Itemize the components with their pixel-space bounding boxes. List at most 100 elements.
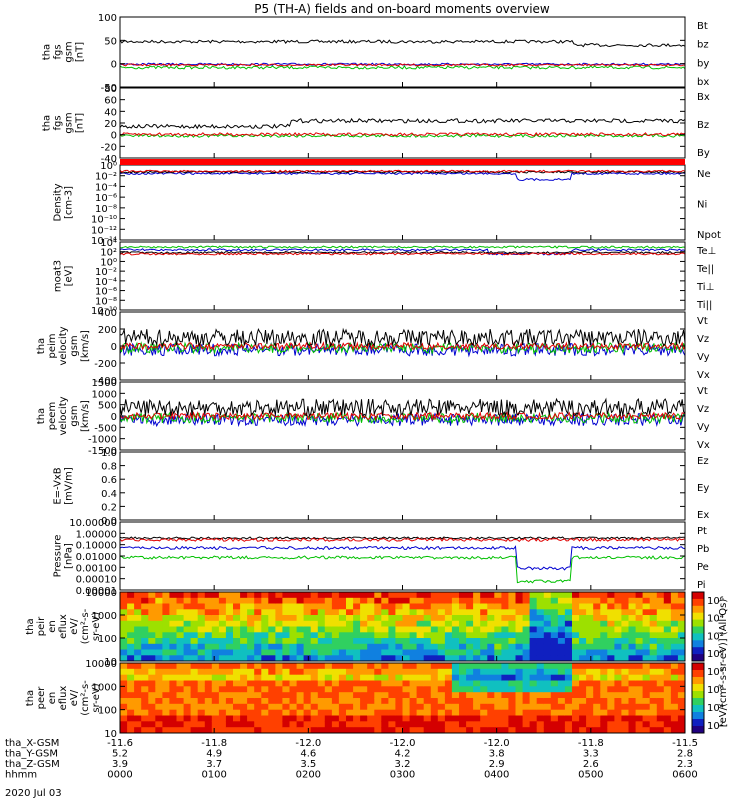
heatmap-cell: [423, 715, 432, 722]
heatmap-cell: [289, 609, 298, 616]
heatmap-cell: [120, 638, 128, 645]
heatmap-cell: [338, 620, 347, 628]
heatmap-cell: [127, 692, 135, 699]
y-axis-label: gsm: [69, 335, 80, 356]
heatmap-cell: [628, 638, 637, 645]
heatmap-cell: [642, 727, 651, 733]
ephemeris-value: 0100: [201, 770, 226, 781]
heatmap-cell: [677, 626, 685, 633]
heatmap-cell: [324, 643, 333, 651]
heatmap-cell: [211, 638, 220, 645]
y-axis-label: tha: [42, 115, 53, 131]
heatmap-cell: [480, 638, 488, 645]
heatmap-cell: [190, 626, 199, 633]
heatmap-cell: [233, 643, 241, 651]
heatmap-cell: [346, 603, 354, 610]
colorbar-label: [eV/(cm²-s-sr-eV)] (All Qs): [718, 599, 729, 728]
heatmap-cell: [211, 715, 220, 722]
heatmap-cell: [635, 649, 644, 656]
heatmap-cell: [233, 727, 241, 733]
heatmap-cell: [204, 668, 213, 676]
heatmap-cell: [670, 638, 679, 645]
heatmap-cell: [289, 692, 298, 699]
heatmap-cell: [197, 643, 206, 651]
heatmap-cell: [670, 721, 679, 728]
y-tick-label: 400: [98, 308, 117, 319]
heatmap-cell: [543, 603, 552, 610]
legend-item: Bt: [697, 21, 708, 32]
legend-item: Pe: [697, 562, 709, 573]
y-tick-label: 0.01000: [76, 552, 117, 563]
heatmap-cell: [444, 680, 453, 687]
heatmap-cell: [515, 632, 524, 639]
heatmap-cell: [247, 609, 255, 616]
heatmap-cell: [233, 686, 241, 693]
heatmap-cell: [572, 680, 580, 687]
heatmap-cell: [162, 703, 171, 711]
heatmap-cell: [268, 615, 276, 622]
heatmap-cell: [677, 692, 685, 699]
y-tick-label: -50: [101, 83, 117, 94]
heatmap-cell: [247, 727, 255, 733]
heatmap-cell: [536, 698, 545, 705]
legend-item: Te⊥: [696, 246, 716, 257]
heatmap-cell: [367, 703, 375, 711]
heatmap-cell: [395, 715, 404, 722]
heatmap-cell: [451, 715, 460, 722]
heatmap-cell: [656, 686, 665, 693]
heatmap-cell: [289, 626, 298, 633]
heatmap-cell: [515, 592, 524, 599]
y-axis-label: eflux: [58, 614, 69, 639]
heatmap-cell: [233, 709, 241, 717]
heatmap-cell: [282, 715, 291, 722]
heatmap-cell: [501, 698, 510, 705]
heatmap-cell: [607, 703, 615, 711]
heatmap-cell: [289, 655, 298, 661]
heatmap-cell: [543, 727, 552, 733]
legend-item: Bx: [697, 92, 710, 103]
series-bz: [120, 63, 685, 67]
heatmap-cell: [134, 703, 142, 711]
ephemeris-value: -11.5: [672, 738, 698, 749]
heatmap-cell: [586, 615, 594, 622]
heatmap-cell: [303, 721, 312, 728]
y-axis-label: gsm: [64, 41, 75, 62]
heatmap-cell: [437, 603, 446, 610]
heatmap-cell: [473, 638, 481, 645]
heatmap-cell: [621, 698, 630, 705]
heatmap-cell: [331, 643, 340, 651]
heatmap-cell: [635, 609, 644, 616]
heatmap-cell: [614, 686, 623, 693]
heatmap-cell: [564, 592, 573, 599]
heatmap-cell: [211, 703, 220, 711]
heatmap-cell: [529, 620, 538, 628]
heatmap-cell: [218, 615, 227, 622]
heatmap-cell: [254, 698, 262, 705]
heatmap-cell: [430, 597, 439, 605]
heatmap-cell: [557, 698, 566, 705]
heatmap-cell: [120, 727, 128, 733]
heatmap-cell: [649, 655, 658, 661]
heatmap-cell: [395, 692, 404, 699]
heatmap-cell: [487, 620, 495, 628]
heatmap-cell: [593, 597, 601, 605]
heatmap-cell: [155, 663, 163, 670]
heatmap-cell: [466, 626, 474, 633]
heatmap-cell: [374, 615, 382, 622]
heatmap-cell: [141, 620, 149, 628]
heatmap-cell: [402, 698, 411, 705]
heatmap-cell: [416, 592, 425, 599]
heatmap-cell: [494, 592, 502, 599]
series-vy: [120, 341, 685, 355]
heatmap-cell: [522, 721, 531, 728]
heatmap-cell: [473, 592, 481, 599]
heatmap-cell: [642, 615, 651, 622]
heatmap-cell: [663, 680, 672, 687]
heatmap-cell: [303, 663, 312, 670]
heatmap-cell: [451, 620, 460, 628]
heatmap-cell: [430, 603, 439, 610]
heatmap-cell: [254, 655, 262, 661]
colorbar-swatch: [692, 592, 704, 600]
